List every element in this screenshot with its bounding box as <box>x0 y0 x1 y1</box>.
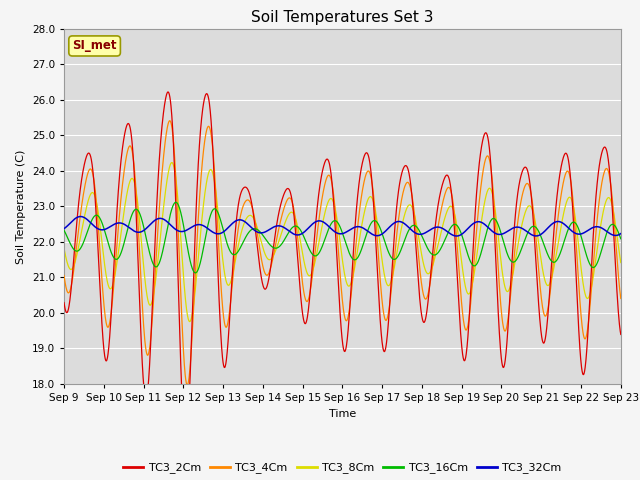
Y-axis label: Soil Temperature (C): Soil Temperature (C) <box>16 149 26 264</box>
Text: SI_met: SI_met <box>72 39 117 52</box>
X-axis label: Time: Time <box>329 408 356 419</box>
Legend: TC3_2Cm, TC3_4Cm, TC3_8Cm, TC3_16Cm, TC3_32Cm: TC3_2Cm, TC3_4Cm, TC3_8Cm, TC3_16Cm, TC3… <box>119 458 566 478</box>
Title: Soil Temperatures Set 3: Soil Temperatures Set 3 <box>251 10 434 25</box>
